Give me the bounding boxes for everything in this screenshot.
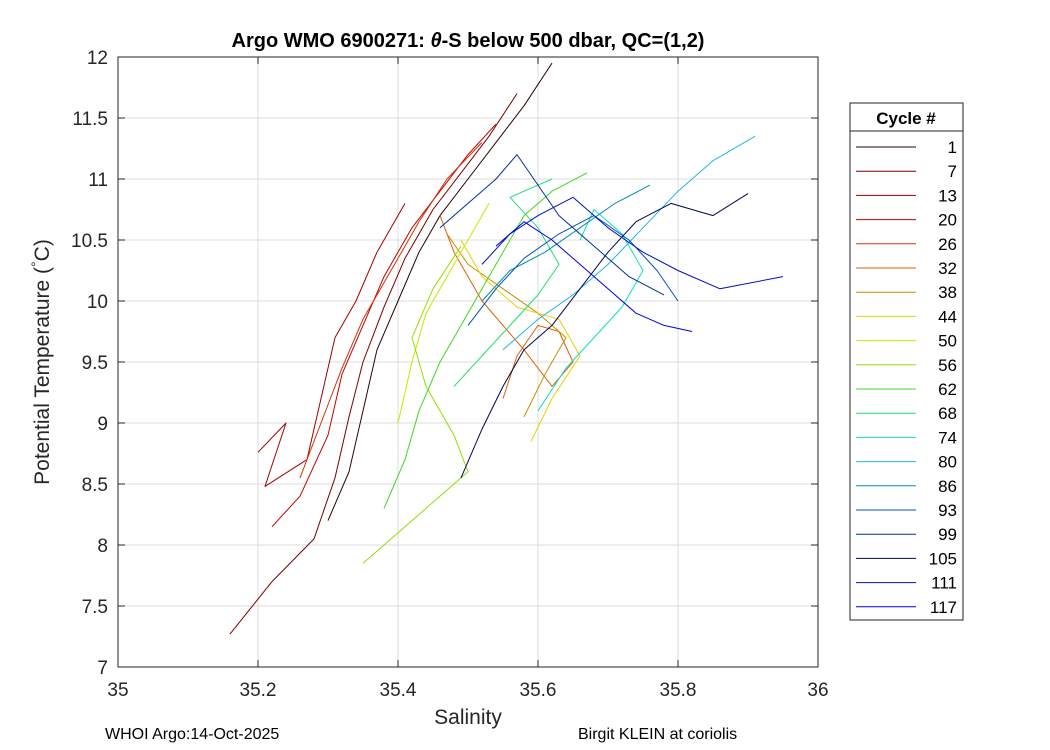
series-line-cycle-62	[383, 172, 588, 509]
legend-label-cycle-68: 68	[938, 404, 957, 423]
legend-label-cycle-26: 26	[938, 235, 957, 254]
x-axis-label: Salinity	[434, 706, 502, 729]
series-lines	[229, 62, 784, 635]
legend-label-cycle-111: 111	[931, 574, 957, 593]
y-tick-label: 12	[87, 48, 108, 69]
y-tick-label: 7	[97, 658, 108, 679]
series-line-cycle-56	[362, 245, 469, 564]
legend-label-cycle-99: 99	[938, 525, 957, 544]
legend-label-cycle-1: 1	[948, 138, 957, 157]
y-tick-label: 7.5	[82, 597, 108, 618]
series-line-cycle-105	[460, 193, 749, 479]
series-line-cycle-93	[467, 215, 679, 326]
legend-title: Cycle #	[876, 109, 936, 128]
legend-label-cycle-56: 56	[938, 356, 957, 375]
series-line-cycle-1	[327, 62, 553, 521]
y-tick-label: 8	[97, 536, 108, 557]
x-tick-label: 35.4	[380, 680, 417, 701]
series-line-cycle-7	[229, 93, 518, 635]
legend-label-cycle-86: 86	[938, 477, 957, 496]
y-tick-label: 11	[88, 170, 108, 191]
legend-label-cycle-117: 117	[930, 598, 957, 617]
legend-label-cycle-13: 13	[938, 186, 957, 205]
legend-label-cycle-62: 62	[938, 380, 957, 399]
x-tick-label: 35.2	[240, 680, 277, 701]
legend-label-cycle-80: 80	[938, 453, 957, 472]
series-line-cycle-44	[460, 239, 581, 442]
y-tick-label: 10	[87, 292, 108, 313]
legend-entries: 1 7 13 20 26 32 38 44 50 56 62 68 74 80 86 93 99 105 111 11…	[856, 138, 957, 617]
y-tick-label: 10.5	[71, 231, 108, 252]
footer-left-text: WHOI Argo:14-Oct-2025	[105, 726, 280, 743]
legend-label-cycle-50: 50	[938, 332, 957, 351]
footer-right-text: Birgit KLEIN at coriolis	[578, 726, 738, 743]
legend-label-cycle-7: 7	[948, 162, 957, 181]
y-tick-label: 9	[97, 414, 108, 435]
legend-label-cycle-32: 32	[938, 259, 957, 278]
series-line-cycle-86	[481, 184, 651, 302]
x-tick-label: 35	[107, 680, 128, 701]
y-tick-label: 9.5	[82, 353, 108, 374]
series-line-cycle-26	[299, 142, 483, 479]
legend: Cycle # 1 7 13 20 26 32 38 44 50 56 62 68 74 80 86 93 99…	[849, 102, 964, 621]
legend-label-cycle-20: 20	[938, 211, 957, 230]
legend-label-cycle-38: 38	[938, 283, 957, 302]
legend-label-cycle-44: 44	[938, 307, 957, 326]
chart-title: Argo WMO 6900271: θ-S below 500 dbar, QC…	[232, 30, 705, 52]
series-line-cycle-50	[397, 203, 490, 424]
legend-label-cycle-74: 74	[938, 428, 957, 447]
x-axis-ticks: 35 35.2 35.4 35.6 35.8 36	[107, 57, 829, 701]
legend-label-cycle-93: 93	[938, 501, 957, 520]
x-tick-label: 35.6	[520, 680, 557, 701]
series-line-cycle-74	[537, 209, 644, 412]
x-tick-label: 35.8	[660, 680, 697, 701]
series-line-cycle-13	[257, 203, 406, 487]
series-line-cycle-117	[495, 221, 693, 332]
y-axis-label: Potential Temperature (°C)	[28, 239, 54, 485]
series-line-cycle-80	[502, 135, 756, 351]
legend-label-cycle-105: 105	[929, 549, 957, 568]
series-line-cycle-99	[439, 154, 665, 296]
series-line-cycle-68	[453, 178, 560, 387]
x-tick-label: 36	[807, 680, 828, 701]
y-tick-label: 8.5	[82, 475, 108, 496]
series-line-cycle-111	[481, 196, 784, 290]
y-axis-ticks: 7 7.5 8 8.5 9 9.5 10 10.5 11 11.5 12	[71, 48, 818, 679]
y-tick-label: 11.5	[72, 109, 108, 130]
